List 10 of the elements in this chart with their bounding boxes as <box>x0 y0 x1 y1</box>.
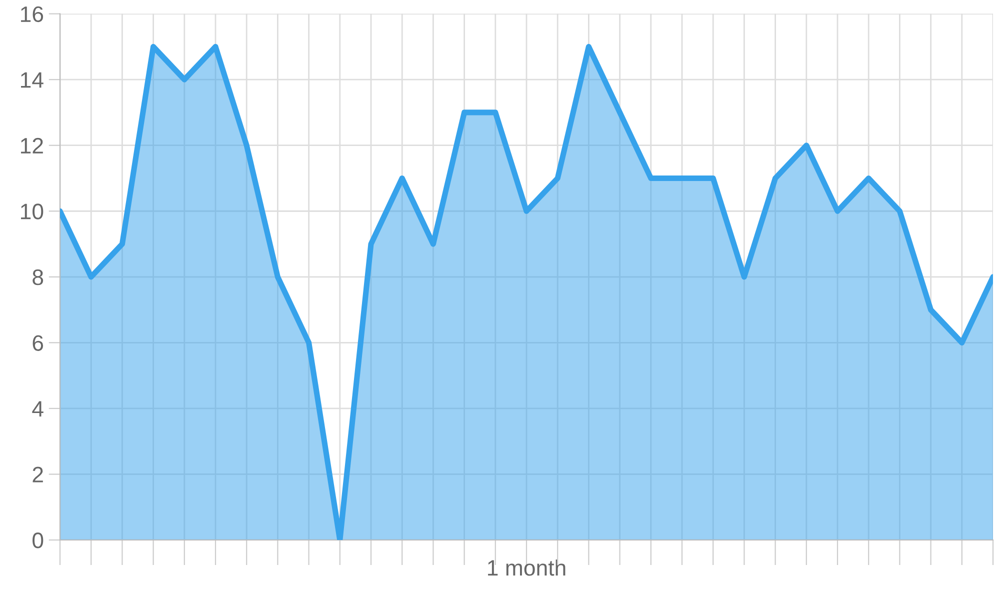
y-tick-label: 14 <box>21 72 44 88</box>
x-tick-label: 1 month <box>488 559 566 576</box>
y-tick-label: 10 <box>21 204 44 220</box>
y-tick-label: 6 <box>32 335 44 351</box>
y-tick-label: 2 <box>32 466 43 482</box>
y-tick-label: 16 <box>21 6 44 22</box>
y-tick-label: 0 <box>32 532 44 548</box>
y-tick-label: 12 <box>21 138 43 154</box>
y-tick-label: 4 <box>32 401 44 416</box>
y-tick-label: 8 <box>32 269 44 286</box>
